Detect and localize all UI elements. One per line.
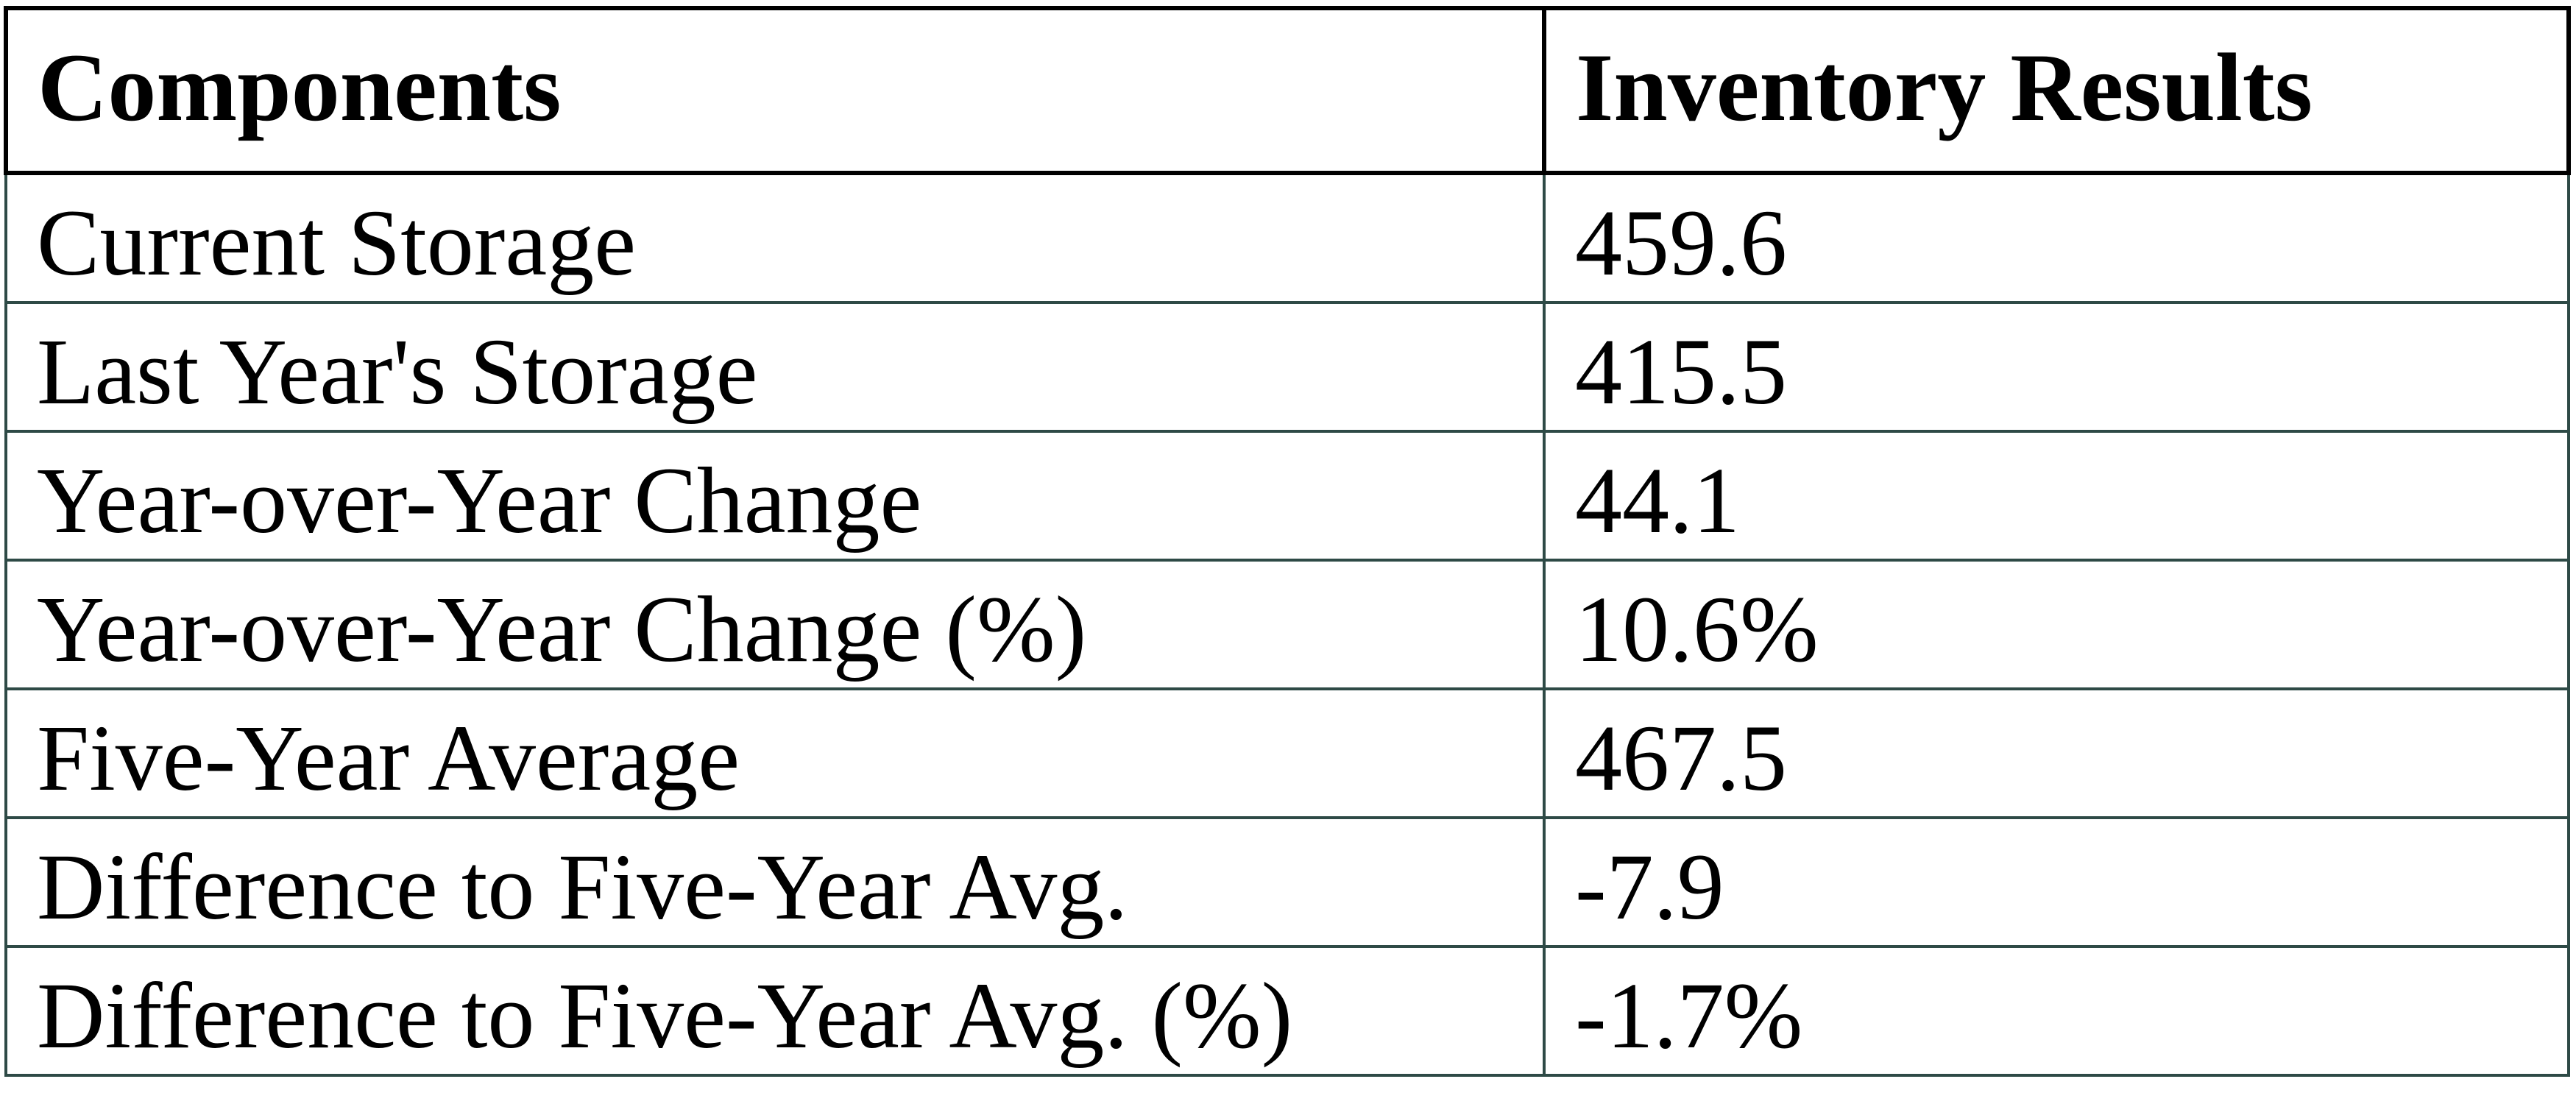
table-row: Year-over-Year Change 44.1 [4, 430, 2570, 562]
component-cell: Last Year's Storage [4, 301, 1546, 433]
column-header-components: Components [4, 6, 1546, 175]
component-cell: Difference to Five-Year Avg. (%) [4, 945, 1546, 1077]
table-row: Difference to Five-Year Avg. -7.9 [4, 816, 2570, 948]
table-row: Current Storage 459.6 [4, 171, 2570, 304]
table-row: Five-Year Average 467.5 [4, 687, 2570, 819]
component-cell: Difference to Five-Year Avg. [4, 816, 1546, 948]
result-cell: -7.9 [1543, 816, 2570, 948]
result-cell: 459.6 [1543, 171, 2570, 304]
result-cell: -1.7% [1543, 945, 2570, 1077]
result-cell: 44.1 [1543, 430, 2570, 562]
table-row: Difference to Five-Year Avg. (%) -1.7% [4, 945, 2570, 1077]
table-row: Last Year's Storage 415.5 [4, 301, 2570, 433]
result-cell: 415.5 [1543, 301, 2570, 433]
component-cell: Year-over-Year Change (%) [4, 559, 1546, 690]
component-cell: Current Storage [4, 171, 1546, 304]
column-header-inventory-results: Inventory Results [1542, 6, 2571, 175]
result-cell: 467.5 [1543, 687, 2570, 819]
header-row: Components Inventory Results [4, 6, 2571, 175]
result-cell: 10.6% [1543, 559, 2570, 690]
component-cell: Five-Year Average [4, 687, 1546, 819]
inventory-table: Components Inventory Results Current Sto… [4, 6, 2571, 1077]
table-body: Current Storage 459.6 Last Year's Storage 4… [4, 171, 2570, 1077]
component-cell: Year-over-Year Change [4, 430, 1546, 562]
table-header: Components Inventory Results [4, 6, 2571, 175]
table-row: Year-over-Year Change (%) 10.6% [4, 559, 2570, 690]
